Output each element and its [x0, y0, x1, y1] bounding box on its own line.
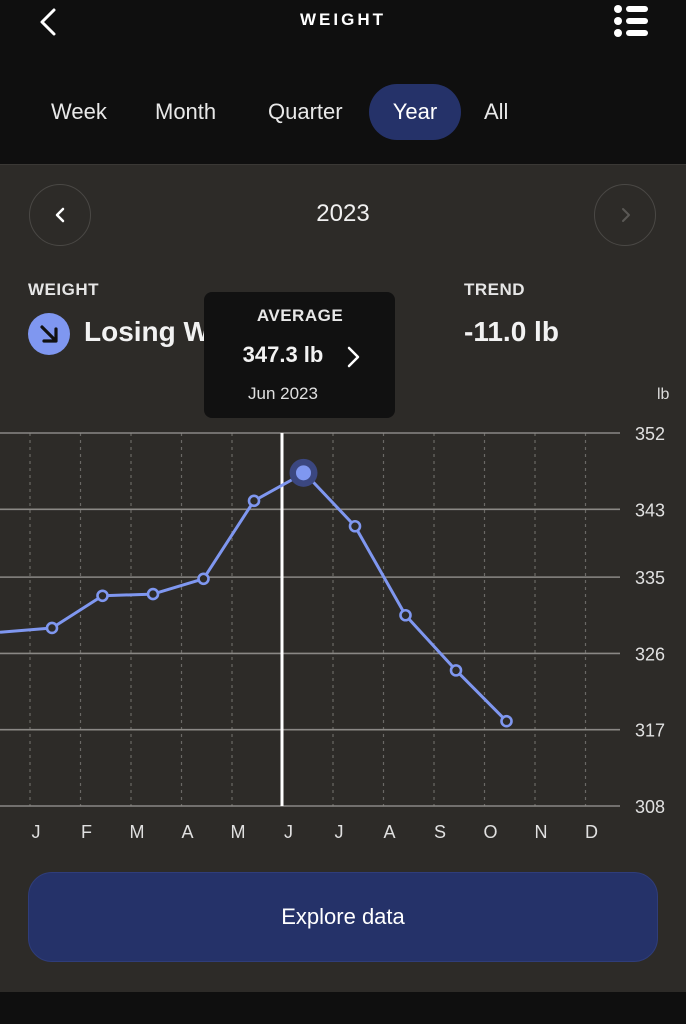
series-line	[0, 471, 508, 723]
x-tick-label: M	[231, 822, 246, 842]
data-point	[96, 589, 109, 603]
tab-month[interactable]: Month	[155, 99, 217, 124]
tab-week[interactable]: Week	[51, 99, 107, 124]
back-button[interactable]	[30, 0, 70, 44]
period-tabs: Week Month Quarter Year All	[0, 84, 686, 142]
tab-year[interactable]: Year	[369, 84, 461, 140]
y-tick-label: 352	[635, 424, 665, 444]
data-point	[500, 714, 513, 728]
data-point	[146, 587, 160, 601]
x-tick-label: A	[383, 822, 395, 842]
y-tick-label: 326	[635, 644, 665, 664]
x-tick-label: N	[535, 822, 548, 842]
chevron-left-icon	[40, 8, 56, 36]
page-title: WEIGHT	[300, 10, 386, 29]
data-point	[45, 621, 59, 635]
header: WEIGHT Week Month Quarter Year All	[0, 0, 686, 164]
x-tick-label: J	[335, 822, 344, 842]
explore-data-button[interactable]: Explore data	[28, 872, 658, 962]
x-tick-label: F	[81, 822, 92, 842]
x-tick-label: S	[434, 822, 446, 842]
trend-label: TREND	[464, 280, 526, 299]
weight-label: WEIGHT	[28, 280, 99, 299]
y-tick-label: 335	[635, 568, 665, 588]
weight-status-badge	[28, 313, 70, 355]
y-tick-label: 317	[635, 721, 665, 741]
y-tick-label: 343	[635, 500, 665, 520]
menu-button[interactable]	[604, 2, 654, 42]
data-point	[247, 494, 261, 508]
previous-period-button[interactable]	[29, 184, 91, 246]
chevron-right-icon	[347, 346, 360, 368]
trend-value: -11.0 lb	[464, 316, 559, 347]
tab-all[interactable]: All	[484, 99, 509, 124]
data-point	[348, 519, 362, 533]
average-tooltip[interactable]: AVERAGE 347.3 lb Jun 2023	[204, 292, 395, 418]
chart-unit-label: lb	[657, 386, 670, 403]
x-tick-label: D	[585, 822, 598, 842]
next-period-button[interactable]	[594, 184, 656, 246]
data-point	[197, 572, 210, 586]
x-tick-label: J	[32, 822, 41, 842]
weight-status: Losing Weight	[84, 316, 214, 347]
y-tick-label: 308	[635, 797, 665, 817]
period-label: 2023	[316, 200, 370, 227]
x-tick-label: A	[181, 822, 193, 842]
tooltip-value: 347.3 lb	[242, 342, 324, 367]
data-point	[449, 664, 463, 677]
arrow-down-right-icon	[40, 325, 58, 343]
selected-point	[296, 465, 311, 481]
footer-bar	[0, 992, 686, 1024]
chevron-right-icon	[622, 208, 630, 222]
x-tick-label: O	[483, 822, 497, 842]
tooltip-date: Jun 2023	[248, 384, 318, 403]
x-tick-label: J	[284, 822, 293, 842]
data-point	[399, 608, 412, 622]
chevron-left-icon	[55, 207, 65, 223]
x-tick-label: M	[130, 822, 145, 842]
tab-quarter[interactable]: Quarter	[268, 99, 343, 124]
list-icon	[614, 5, 648, 37]
weight-chart[interactable]: 352 343 335 326 317 308 J F M A M J J A S O N D	[0, 410, 686, 850]
tooltip-label: AVERAGE	[256, 306, 344, 325]
